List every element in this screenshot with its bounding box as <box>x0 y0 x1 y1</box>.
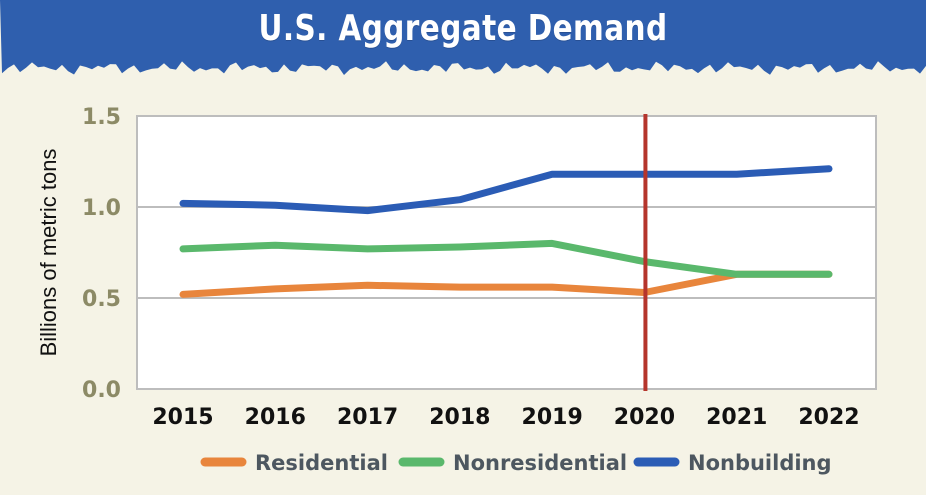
y-tick-label: 0.0 <box>82 378 121 403</box>
x-tick-label: 2022 <box>798 405 859 430</box>
series-line-nonbuilding <box>179 165 833 215</box>
x-tick-label: 2018 <box>429 405 490 430</box>
x-tick-label: 2017 <box>337 405 398 430</box>
legend-item-nonresidential: Nonresidential <box>398 451 627 475</box>
banner-shape <box>0 0 926 75</box>
y-tick-label: 1.0 <box>82 196 121 221</box>
title-banner <box>0 0 926 75</box>
legend-label: Residential <box>255 451 388 475</box>
y-tick-label: 0.5 <box>82 287 121 312</box>
series-line-residential <box>179 270 833 298</box>
legend-item-nonbuilding: Nonbuilding <box>633 451 832 475</box>
x-tick-label: 2016 <box>245 405 306 430</box>
plot-area <box>136 115 877 390</box>
x-tick-label: 2021 <box>706 405 767 430</box>
legend-label: Nonresidential <box>453 451 627 475</box>
legend: Residential Nonresidential Nonbuilding <box>200 451 832 475</box>
x-tick-label: 2020 <box>614 405 675 430</box>
y-tick-label: 1.5 <box>82 105 121 130</box>
x-tick-label: 2019 <box>522 405 583 430</box>
legend-label: Nonbuilding <box>688 451 832 475</box>
series-line-nonresidential <box>179 239 833 278</box>
x-tick-label: 2015 <box>152 405 213 430</box>
legend-item-residential: Residential <box>200 451 388 475</box>
series-lines <box>179 165 833 298</box>
x-axis-ticks: 2015 2016 2017 2018 2019 2020 2021 2022 <box>152 405 859 430</box>
chart-title: U.S. Aggregate Demand <box>258 8 668 49</box>
y-axis-label: Billions of metric tons <box>36 149 61 357</box>
y-axis-ticks: 0.0 0.5 1.0 1.5 <box>82 105 121 403</box>
